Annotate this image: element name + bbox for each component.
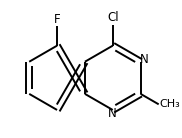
Text: N: N	[140, 53, 148, 66]
Text: N: N	[108, 107, 117, 120]
Text: CH₃: CH₃	[159, 99, 180, 109]
Text: F: F	[54, 13, 60, 26]
Text: Cl: Cl	[107, 11, 118, 24]
